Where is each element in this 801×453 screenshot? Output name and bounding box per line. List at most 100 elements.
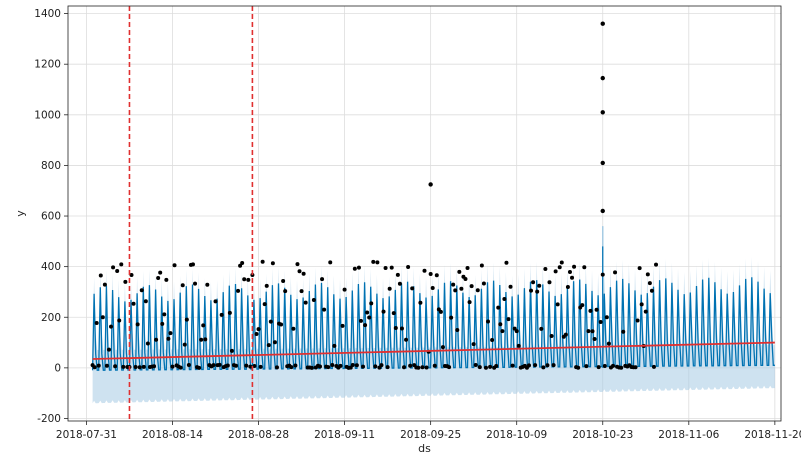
observed-point <box>98 273 103 278</box>
y-tick-label: 1000 <box>34 109 61 121</box>
observed-point <box>92 365 97 370</box>
observed-point <box>389 265 394 270</box>
observed-point <box>338 363 343 368</box>
observed-point <box>428 271 433 276</box>
observed-point <box>102 282 107 287</box>
observed-point <box>291 326 296 331</box>
observed-point <box>373 364 378 369</box>
observed-point <box>514 329 519 334</box>
observed-point <box>596 365 601 370</box>
x-tick-label: 2018-11-20 <box>744 429 801 441</box>
observed-point <box>358 318 363 323</box>
observed-point <box>545 363 550 368</box>
observed-point <box>584 364 589 369</box>
observed-point <box>248 364 253 369</box>
observed-point <box>391 311 396 316</box>
observed-point <box>592 337 597 342</box>
observed-point <box>395 272 400 277</box>
observed-point <box>217 362 222 367</box>
observed-point <box>430 286 435 291</box>
observed-point <box>342 287 347 292</box>
observed-point <box>393 326 398 331</box>
observed-point <box>356 265 361 270</box>
observed-point <box>588 308 593 313</box>
observed-point <box>240 260 245 265</box>
observed-point <box>610 363 615 368</box>
observed-point <box>311 298 316 303</box>
observed-point <box>279 322 284 327</box>
observed-point <box>272 340 277 345</box>
observed-point <box>639 302 644 307</box>
observed-point <box>516 343 521 348</box>
observed-point <box>309 365 314 370</box>
observed-point <box>354 363 359 368</box>
observed-point <box>152 364 157 369</box>
observed-point <box>447 365 452 370</box>
observed-point <box>410 286 415 291</box>
observed-point <box>145 341 150 346</box>
x-tick-label: 2018-11-06 <box>658 429 719 441</box>
forecast-line-group <box>91 226 775 371</box>
observed-point <box>481 281 486 286</box>
forecast-line <box>91 277 775 371</box>
observed-point <box>100 315 105 320</box>
observed-point <box>318 364 323 369</box>
observed-point <box>590 329 595 334</box>
observed-point <box>526 363 531 368</box>
observed-point <box>133 365 138 370</box>
observed-point <box>643 309 648 314</box>
observed-spike-point <box>600 160 605 166</box>
observed-point <box>365 310 370 315</box>
observed-point <box>613 270 618 275</box>
observed-point <box>229 348 234 353</box>
observed-point <box>270 261 275 266</box>
observed-point <box>162 312 167 317</box>
observed-point <box>135 322 140 327</box>
observed-point <box>529 288 534 293</box>
observed-point <box>381 309 386 314</box>
observed-point <box>129 273 134 278</box>
changepoint-group <box>128 6 254 421</box>
observed-point <box>190 262 195 267</box>
observed-point <box>156 276 161 281</box>
observed-point <box>621 329 626 334</box>
observed-point <box>551 363 556 368</box>
observed-point <box>227 310 232 315</box>
observed-point <box>606 341 611 346</box>
observed-point <box>543 267 548 272</box>
observed-point <box>119 262 124 267</box>
y-tick-label: 400 <box>41 261 61 273</box>
observed-point <box>434 273 439 278</box>
observed-point <box>246 277 251 282</box>
observed-point <box>422 268 427 273</box>
observed-point <box>477 365 482 370</box>
x-tick-label: 2018-09-11 <box>314 429 375 441</box>
observed-point <box>619 365 624 370</box>
observed-point <box>137 365 142 370</box>
observed-point <box>451 282 456 287</box>
observed-point <box>496 305 501 310</box>
observed-point <box>297 269 302 274</box>
observed-point <box>385 365 390 370</box>
trend-line <box>92 341 775 360</box>
observed-point <box>651 364 656 369</box>
y-axis-label: y <box>14 210 27 217</box>
observed-point <box>541 365 546 370</box>
observed-point <box>563 332 568 337</box>
x-tick-label: 2018-10-09 <box>486 429 547 441</box>
observed-point <box>371 259 376 264</box>
observed-point <box>486 319 491 324</box>
observed-point <box>166 336 171 341</box>
observed-point <box>350 363 355 368</box>
observed-point <box>172 263 177 268</box>
observed-point <box>268 319 273 324</box>
observed-spike-point <box>600 208 605 214</box>
observed-point <box>104 363 109 368</box>
x-tick-label: 2018-08-14 <box>142 429 203 441</box>
observed-point <box>180 283 185 288</box>
observed-point <box>555 302 560 307</box>
observed-point <box>572 264 577 269</box>
observed-point <box>449 315 454 320</box>
observed-point <box>252 363 257 368</box>
observed-point <box>283 289 288 294</box>
